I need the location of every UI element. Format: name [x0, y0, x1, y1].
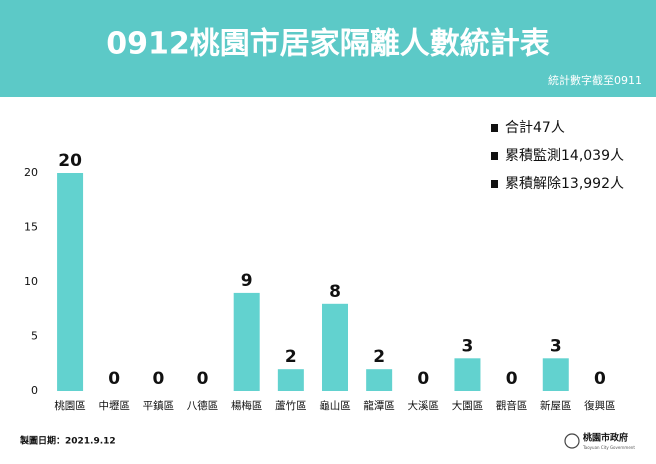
x-tick-label: 楊梅區 [231, 399, 263, 412]
x-tick-label: 龜山區 [319, 399, 351, 412]
bullet [491, 124, 498, 132]
x-tick-label: 新屋區 [540, 399, 572, 412]
x-tick-label: 平鎮區 [143, 399, 175, 412]
annotation: 累積監測14,039人 [505, 147, 624, 164]
bar [233, 292, 260, 391]
x-tick-label: 復興區 [584, 399, 616, 412]
value-label: 2 [373, 347, 385, 367]
logo-icon [564, 433, 580, 449]
value-label: 0 [108, 369, 120, 389]
x-tick-label: 蘆竹區 [275, 399, 307, 412]
header-band [0, 0, 656, 97]
logo-text: 桃園市政府 [583, 432, 628, 444]
x-tick-label: 桃園區 [54, 399, 86, 412]
value-label: 9 [241, 271, 253, 291]
y-tick-label: 15 [24, 221, 38, 234]
bullet [491, 180, 498, 188]
bar [322, 303, 348, 391]
bar [277, 369, 304, 391]
chart-title: 0912桃園市居家隔離人數統計表 [106, 27, 550, 62]
value-label: 20 [58, 151, 82, 171]
logo-text-en: Taoyuan City Government [582, 445, 635, 450]
value-label: 0 [594, 369, 606, 389]
bar [542, 358, 569, 391]
annotation: 合計47人 [505, 120, 565, 136]
x-tick-label: 中壢區 [98, 399, 130, 412]
annotation: 累積解除13,992人 [505, 176, 624, 192]
value-label: 0 [417, 369, 429, 389]
y-tick-label: 0 [31, 384, 38, 397]
y-tick-label: 5 [31, 330, 38, 343]
x-tick-label: 大園區 [452, 399, 484, 412]
bar [366, 369, 393, 391]
x-tick-label: 觀音區 [496, 399, 528, 412]
bar [57, 173, 84, 391]
chart-subtitle: 統計數字截至0911 [548, 73, 642, 87]
x-tick-label: 龍潭區 [363, 399, 395, 412]
y-tick-label: 20 [24, 166, 38, 179]
value-label: 0 [152, 369, 164, 389]
value-label: 0 [506, 369, 518, 389]
bullet [491, 152, 498, 160]
footer-date: 製圖日期：2021.9.12 [19, 435, 116, 447]
value-label: 2 [285, 347, 297, 367]
y-tick-label: 10 [24, 275, 38, 288]
x-tick-label: 大溪區 [408, 399, 440, 412]
value-label: 3 [550, 336, 562, 356]
value-label: 3 [462, 336, 474, 356]
x-tick-label: 八德區 [187, 399, 219, 412]
bar [454, 358, 481, 391]
value-label: 0 [197, 369, 209, 389]
value-label: 8 [329, 282, 341, 302]
